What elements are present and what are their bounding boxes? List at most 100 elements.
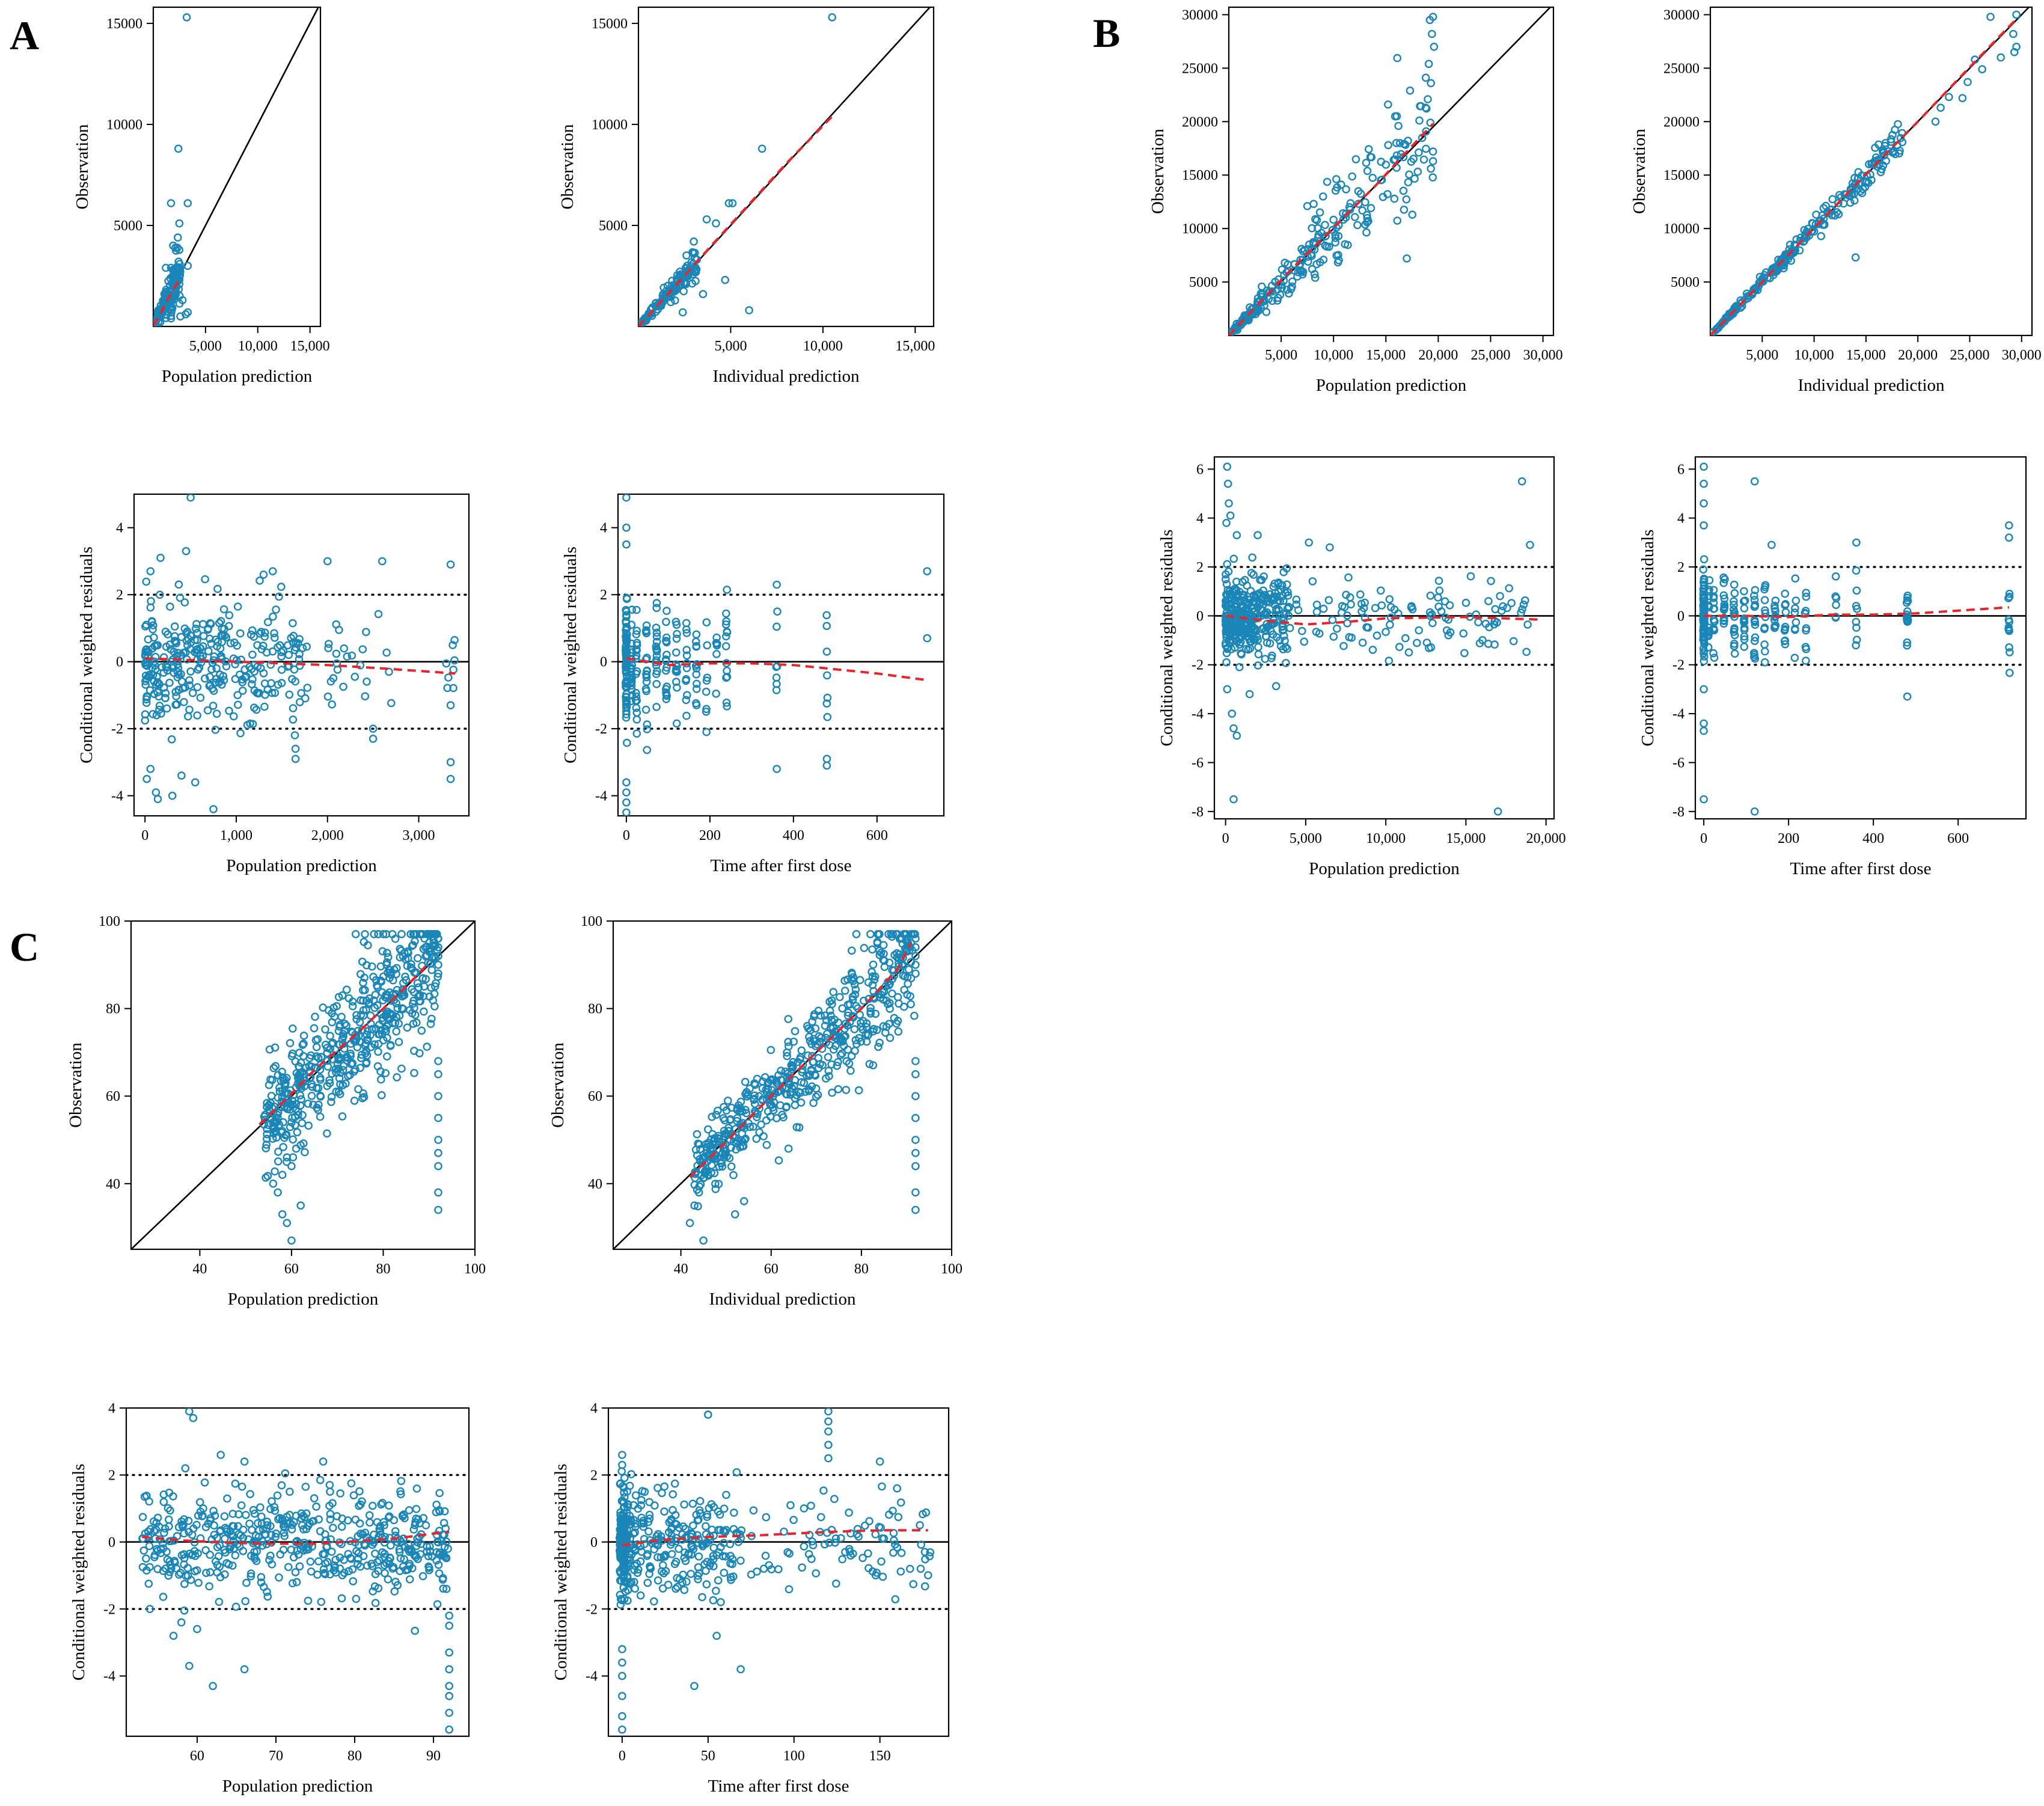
data-point xyxy=(1350,213,1359,221)
data-point xyxy=(1339,641,1348,650)
data-point xyxy=(1243,581,1251,590)
data-point xyxy=(643,1578,652,1587)
data-point xyxy=(1258,282,1266,291)
data-point xyxy=(673,1582,682,1591)
data-point xyxy=(349,1577,358,1585)
data-point xyxy=(265,1555,274,1564)
data-point xyxy=(642,687,650,696)
data-point xyxy=(1331,238,1339,247)
data-point xyxy=(381,1012,390,1020)
data-point xyxy=(142,577,151,586)
data-point xyxy=(278,1127,287,1136)
data-point xyxy=(283,1157,291,1166)
data-point xyxy=(335,1020,344,1029)
data-point xyxy=(1406,86,1415,95)
data-point xyxy=(709,1596,718,1605)
data-point xyxy=(837,1049,846,1058)
data-point xyxy=(385,966,393,974)
data-point xyxy=(408,985,417,994)
plot-a4-x-tick-label: 200 xyxy=(699,828,721,843)
plot-b1-frame xyxy=(1228,6,1555,337)
data-point xyxy=(406,930,415,938)
data-point xyxy=(1852,635,1861,644)
data-point xyxy=(1278,626,1287,635)
plot-b3-points xyxy=(1221,462,1534,816)
panel-letter-b: B xyxy=(1093,10,1120,56)
data-point xyxy=(165,1522,173,1531)
data-point xyxy=(231,1479,240,1488)
data-point xyxy=(828,13,836,22)
plot-c3-frame xyxy=(125,1407,470,1737)
data-point xyxy=(618,1692,626,1700)
data-point xyxy=(360,938,369,946)
data-point xyxy=(1368,646,1377,654)
data-point xyxy=(1305,538,1313,547)
data-point xyxy=(808,1017,816,1026)
data-point xyxy=(785,1585,794,1594)
data-point xyxy=(434,1205,442,1214)
data-point xyxy=(442,659,451,668)
data-point xyxy=(722,617,730,626)
data-point xyxy=(382,648,391,657)
data-point xyxy=(1852,538,1861,547)
plot-c2-y-tick-label: 100 xyxy=(581,914,602,929)
data-point xyxy=(410,1551,419,1560)
data-point xyxy=(1700,719,1708,728)
data-point xyxy=(269,612,277,621)
data-point xyxy=(400,1555,409,1564)
data-point xyxy=(759,1132,768,1140)
data-point xyxy=(1356,189,1365,198)
data-point xyxy=(399,1534,408,1543)
data-point xyxy=(861,1521,869,1530)
data-point xyxy=(807,1555,816,1563)
data-point xyxy=(1730,649,1739,658)
data-point xyxy=(394,1038,403,1046)
data-point xyxy=(337,1540,346,1549)
data-point xyxy=(241,1597,250,1606)
data-point xyxy=(1804,224,1813,233)
data-point xyxy=(1902,612,1911,621)
data-point xyxy=(850,1025,859,1033)
data-point xyxy=(1404,178,1413,187)
data-point xyxy=(1781,608,1790,617)
data-point xyxy=(1315,629,1324,638)
data-point xyxy=(714,1576,723,1585)
data-point xyxy=(213,1568,222,1577)
data-point xyxy=(696,1496,705,1505)
data-point xyxy=(223,1494,231,1503)
data-point xyxy=(827,1023,835,1032)
data-point xyxy=(278,1171,287,1179)
data-point xyxy=(177,1618,186,1627)
data-point xyxy=(1288,277,1297,286)
data-point xyxy=(207,639,216,648)
plot-c3-x-tick-label: 60 xyxy=(190,1748,204,1764)
data-point xyxy=(718,1552,727,1561)
data-point xyxy=(750,1100,759,1108)
data-point xyxy=(752,1134,760,1143)
data-point xyxy=(652,680,661,688)
data-point xyxy=(382,1022,391,1031)
data-point xyxy=(1271,605,1281,614)
data-point xyxy=(314,1557,323,1566)
data-point xyxy=(142,1566,151,1575)
data-point xyxy=(1903,607,1912,616)
plot-b4-y-tick-label: 4 xyxy=(1677,511,1684,527)
data-point xyxy=(287,1162,296,1171)
data-point xyxy=(1324,242,1333,251)
data-point xyxy=(374,1039,383,1048)
data-point xyxy=(258,1541,267,1550)
data-point xyxy=(711,1134,719,1143)
data-point xyxy=(445,1692,454,1700)
data-point xyxy=(1426,611,1435,620)
data-point xyxy=(797,1098,806,1107)
data-point xyxy=(326,1535,335,1544)
data-point xyxy=(219,605,228,614)
data-point xyxy=(864,1564,873,1573)
data-point xyxy=(278,1516,287,1525)
data-point xyxy=(266,660,275,669)
data-point xyxy=(231,1602,240,1611)
data-point xyxy=(277,679,286,687)
data-point xyxy=(723,702,731,711)
data-point xyxy=(622,798,631,807)
data-point xyxy=(206,1516,215,1525)
